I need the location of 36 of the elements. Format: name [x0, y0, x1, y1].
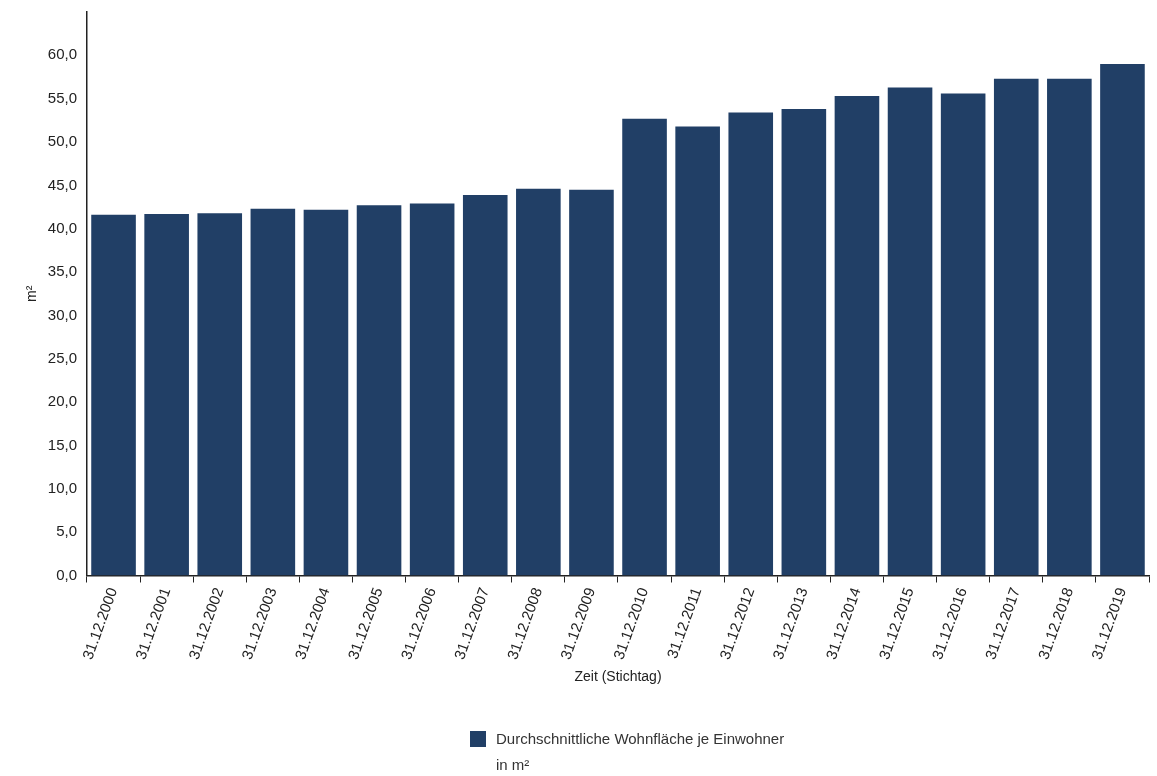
bar: [622, 118, 667, 576]
bar: [781, 109, 827, 576]
bar: [887, 87, 933, 576]
bar: [197, 213, 243, 576]
bar: [569, 189, 614, 576]
y-tick-label: 55,0: [47, 88, 77, 106]
y-tick-label: 40,0: [47, 218, 77, 236]
bar: [303, 209, 349, 576]
bar: [675, 126, 720, 576]
y-tick-label: 15,0: [47, 435, 77, 453]
y-tick-label: 0,0: [56, 565, 77, 583]
bar: [409, 203, 455, 576]
x-axis-title: Zeit (Stichtag): [574, 668, 662, 685]
bar: [144, 213, 189, 576]
y-tick-label: 45,0: [47, 175, 77, 193]
legend-label: Durchschnittliche Wohnfläche je Einwohner in m²: [496, 729, 786, 775]
y-tick-label: 20,0: [47, 392, 77, 410]
bar: [356, 205, 402, 576]
y-tick-label: 10,0: [47, 478, 77, 496]
bar: [1047, 78, 1092, 576]
bar: [516, 188, 561, 576]
y-tick-label: 35,0: [47, 262, 77, 280]
y-tick-label: 30,0: [47, 305, 77, 323]
bar: [834, 96, 880, 576]
bar: [940, 93, 986, 576]
bar: [250, 208, 296, 576]
bar: [993, 78, 1039, 576]
y-tick-label: 25,0: [47, 348, 77, 366]
y-tick-label: 50,0: [47, 132, 77, 150]
bar: [462, 194, 508, 576]
bar: [1100, 64, 1145, 576]
bar: [728, 112, 774, 576]
bar: [91, 214, 136, 576]
y-axis-title: m²: [23, 285, 40, 302]
y-tick-label: 60,0: [47, 45, 77, 63]
y-tick-label: 5,0: [56, 522, 77, 540]
